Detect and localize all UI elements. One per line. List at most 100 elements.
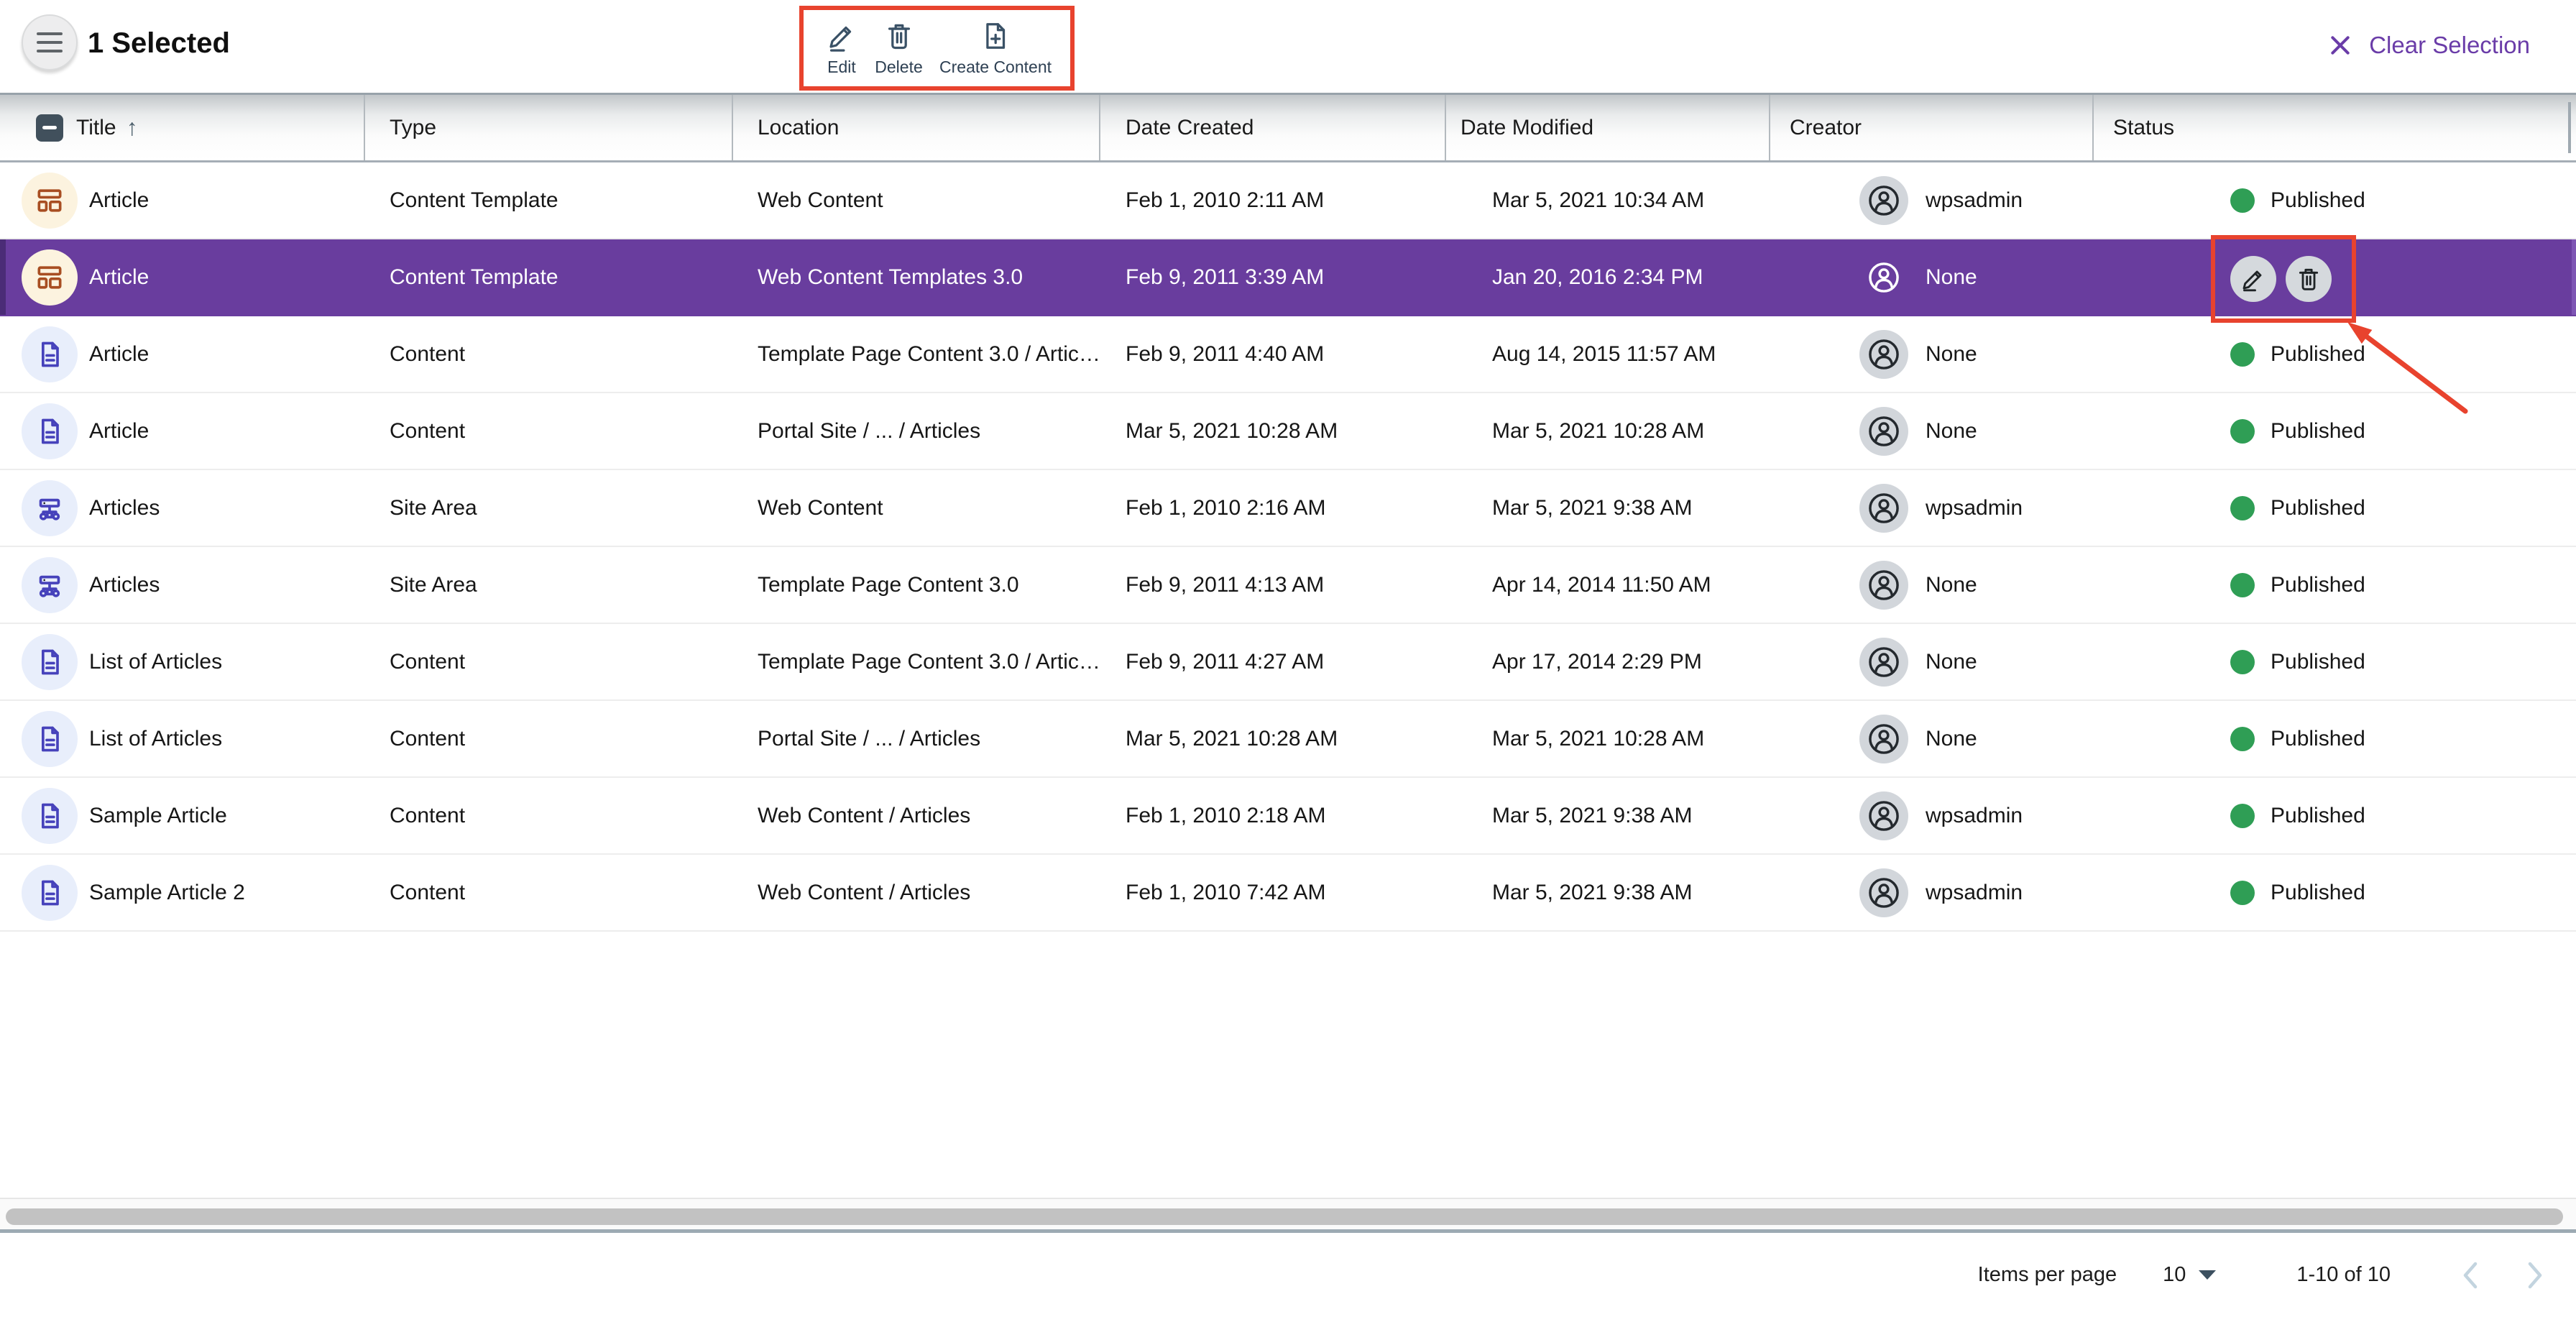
title-cell: Article bbox=[0, 239, 365, 315]
select-all-checkbox[interactable] bbox=[36, 114, 63, 142]
edit-button[interactable]: Edit bbox=[825, 19, 858, 77]
row-date-created: Feb 9, 2011 4:40 AM bbox=[1126, 341, 1325, 366]
title-cell: Article bbox=[0, 316, 365, 392]
delete-button-label: Delete bbox=[875, 58, 923, 76]
table-row[interactable]: Article Content Portal Site / ... / Arti… bbox=[0, 393, 2576, 470]
published-dot-icon bbox=[2230, 803, 2255, 828]
row-date-created: Feb 9, 2011 4:13 AM bbox=[1126, 572, 1325, 597]
status-badge: Published bbox=[2094, 572, 2365, 597]
column-header-status[interactable]: Status bbox=[2113, 115, 2175, 139]
content-document-icon bbox=[41, 341, 59, 367]
row-creator: wpsadmin bbox=[1926, 188, 2023, 212]
creator-cell: None bbox=[1770, 701, 2094, 776]
creator-cell: wpsadmin bbox=[1770, 855, 2094, 930]
table-row[interactable]: Article Content Template Page Content 3.… bbox=[0, 316, 2576, 393]
row-date-created: Feb 1, 2010 2:11 AM bbox=[1126, 188, 1325, 212]
column-header-location[interactable]: Location bbox=[733, 95, 1100, 160]
avatar bbox=[1859, 253, 1908, 302]
page-size-value[interactable]: 10 bbox=[2163, 1263, 2186, 1286]
clear-selection-button[interactable]: Clear Selection bbox=[2329, 0, 2530, 91]
published-dot-icon bbox=[2230, 572, 2255, 597]
table-row[interactable]: List of Articles Content Portal Site / .… bbox=[0, 701, 2576, 778]
sort-ascending-icon[interactable]: ↑ bbox=[126, 114, 138, 140]
pencil-icon bbox=[2242, 270, 2262, 292]
page-size-dropdown-caret-icon[interactable] bbox=[2199, 1270, 2217, 1280]
avatar bbox=[1859, 637, 1908, 687]
published-dot-icon bbox=[2230, 495, 2255, 520]
content-template-icon bbox=[37, 265, 62, 289]
user-icon bbox=[1869, 492, 1899, 523]
table-row[interactable]: Sample Article 2 Content Web Content / A… bbox=[0, 855, 2576, 932]
status-cell: Published bbox=[2094, 701, 2576, 776]
avatar bbox=[1859, 868, 1908, 917]
column-header-type[interactable]: Type bbox=[365, 95, 733, 160]
row-status: Published bbox=[2271, 418, 2365, 443]
column-header-date-modified[interactable]: Date Modified bbox=[1446, 95, 1770, 160]
row-creator: wpsadmin bbox=[1926, 803, 2023, 827]
menu-button[interactable] bbox=[22, 14, 78, 70]
create-content-button[interactable]: Create Content bbox=[939, 19, 1052, 77]
status-badge: Published bbox=[2094, 649, 2365, 674]
row-date-created: Feb 9, 2011 4:27 AM bbox=[1126, 649, 1325, 674]
row-type: Content bbox=[390, 726, 466, 751]
status-cell: Published bbox=[2094, 624, 2576, 699]
site-area-icon bbox=[39, 575, 60, 597]
chevron-left-icon bbox=[2463, 1262, 2478, 1288]
row-location: Web Content bbox=[758, 495, 883, 520]
avatar bbox=[1859, 483, 1908, 533]
page-range-label: 1-10 of 10 bbox=[2296, 1263, 2391, 1286]
delete-button[interactable]: Delete bbox=[875, 19, 923, 77]
table-row[interactable]: Article Content Template Web Content Feb… bbox=[0, 162, 2576, 239]
title-cell: Articles bbox=[0, 547, 365, 623]
creator-cell: None bbox=[1770, 316, 2094, 392]
row-type-icon bbox=[22, 787, 78, 844]
status-badge: Published bbox=[2094, 803, 2365, 828]
row-edit-button[interactable] bbox=[2230, 256, 2276, 302]
status-cell: Published bbox=[2094, 855, 2576, 930]
table-row[interactable]: Articles Site Area Web Content Feb 1, 20… bbox=[0, 470, 2576, 547]
row-title: Sample Article bbox=[89, 803, 227, 827]
table-row[interactable]: List of Articles Content Template Page C… bbox=[0, 624, 2576, 701]
title-cell: Sample Article bbox=[0, 778, 365, 853]
row-type-icon bbox=[22, 864, 78, 921]
horizontal-scrollbar-track bbox=[0, 1198, 2576, 1229]
published-dot-icon bbox=[2230, 418, 2255, 444]
row-type: Site Area bbox=[390, 572, 477, 597]
row-date-created: Mar 5, 2021 10:28 AM bbox=[1126, 418, 1338, 443]
table-row[interactable]: Articles Site Area Template Page Content… bbox=[0, 547, 2576, 624]
create-content-icon bbox=[986, 23, 1006, 49]
status-badge: Published bbox=[2094, 495, 2365, 520]
row-creator: None bbox=[1926, 726, 1977, 751]
column-header-title[interactable]: Title ↑ bbox=[0, 95, 365, 160]
column-header-date-created[interactable]: Date Created bbox=[1100, 95, 1446, 160]
table-row[interactable]: Article Content Template Web Content Tem… bbox=[0, 235, 2576, 414]
row-title: Article bbox=[89, 341, 150, 366]
row-delete-button[interactable] bbox=[2286, 256, 2332, 302]
toolbar-annotation-box: Edit Delete Create Content bbox=[799, 6, 1075, 91]
title-cell: List of Articles bbox=[0, 624, 365, 699]
avatar bbox=[1859, 714, 1908, 763]
row-date-created: Feb 1, 2010 2:16 AM bbox=[1126, 495, 1326, 520]
table-header: Title ↑ Type Location Date Created Date … bbox=[0, 95, 2576, 162]
row-status: Published bbox=[2271, 726, 2365, 751]
next-page-button[interactable] bbox=[2526, 1260, 2544, 1290]
row-type: Content bbox=[390, 341, 466, 366]
column-header-creator[interactable]: Creator bbox=[1770, 95, 2094, 160]
status-badge: Published bbox=[2094, 880, 2365, 905]
selected-count-label: 1 Selected bbox=[88, 27, 230, 59]
row-status: Published bbox=[2271, 341, 2365, 366]
published-dot-icon bbox=[2230, 649, 2255, 674]
table-bottom-border bbox=[0, 1229, 2576, 1233]
row-location: Template Page Content 3.0 / Artic… bbox=[758, 649, 1100, 674]
user-icon bbox=[1869, 723, 1899, 754]
status-cell: Published bbox=[2094, 470, 2576, 546]
title-cell: Article bbox=[0, 162, 365, 238]
row-title: Articles bbox=[89, 495, 160, 520]
row-title: Articles bbox=[89, 572, 160, 597]
row-type-icon bbox=[22, 172, 78, 229]
table-row[interactable]: Sample Article Content Web Content / Art… bbox=[0, 778, 2576, 855]
status-badge: Published bbox=[2094, 418, 2365, 444]
horizontal-scrollbar-thumb[interactable] bbox=[6, 1208, 2563, 1225]
status-cell: Published bbox=[2094, 778, 2576, 853]
previous-page-button[interactable] bbox=[2461, 1260, 2480, 1290]
